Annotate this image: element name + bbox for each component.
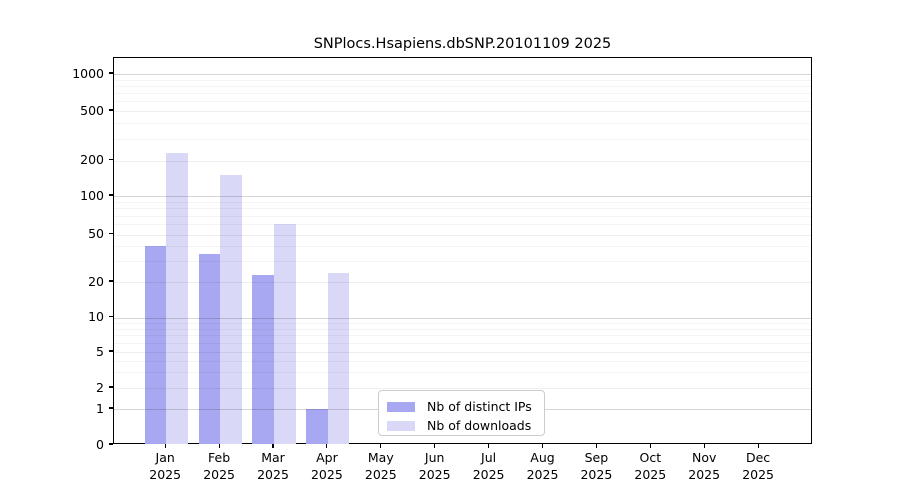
x-tick-label-jul: Jul 2025: [472, 450, 505, 482]
bar-ips-jan: [144, 246, 167, 444]
y-tick-label-10: 10: [88, 309, 104, 324]
bar-ips-feb: [198, 254, 221, 444]
x-tick-label-feb: Feb 2025: [203, 450, 235, 482]
legend-swatch-ips: [387, 401, 415, 412]
legend-label-ips: Nb of distinct IPs: [427, 399, 532, 414]
y-tick-mark: [108, 158, 113, 161]
legend-label-downloads: Nb of downloads: [427, 418, 532, 433]
y-tick-mark: [108, 443, 113, 445]
x-tick-label-may: May 2025: [364, 450, 397, 482]
bar-downloads-feb: [220, 175, 242, 444]
x-tick-label-oct: Oct 2025: [634, 450, 667, 482]
y-tick-mark: [108, 194, 113, 196]
y-tick-label-1: 1: [96, 400, 104, 416]
x-tick-mark: [326, 444, 328, 448]
bar-ips-mar: [252, 274, 274, 444]
x-tick-mark: [488, 444, 490, 448]
y-tick-mark: [108, 386, 113, 388]
x-tick-label-jun: Jun 2025: [418, 450, 451, 482]
x-tick-mark: [272, 444, 274, 448]
y-tick-label-2: 2: [96, 379, 104, 395]
x-tick-mark: [541, 444, 544, 448]
y-tick-label-5: 5: [96, 343, 104, 359]
y-tick-mark: [108, 315, 113, 318]
x-tick-label-aug: Aug 2025: [526, 450, 559, 482]
y-tick-mark: [108, 280, 113, 282]
legend-item-ips: Nb of distinct IPs: [387, 398, 535, 415]
x-tick-mark: [218, 444, 220, 448]
y-tick-mark: [108, 109, 113, 111]
bar-ips-apr: [306, 409, 328, 444]
bar-downloads-apr: [327, 272, 350, 444]
x-tick-mark: [434, 444, 436, 448]
y-tick-label-20: 20: [88, 273, 104, 289]
y-tick-mark: [108, 232, 113, 235]
legend-swatch-downloads: [387, 420, 415, 431]
x-tick-label-mar: Mar 2025: [257, 450, 289, 482]
y-tick-label-0: 0: [96, 436, 104, 452]
x-tick-mark: [649, 444, 651, 448]
y-tick-label-1000: 1000: [72, 65, 104, 81]
x-tick-mark: [380, 444, 382, 448]
y-tick-label-200: 200: [80, 152, 104, 167]
y-tick-mark: [108, 350, 113, 352]
x-tick-mark: [757, 444, 759, 448]
y-tick-label-50: 50: [88, 226, 104, 241]
legend: Nb of distinct IPs Nb of downloads: [378, 390, 545, 436]
x-tick-label-nov: Nov 2025: [688, 450, 721, 482]
x-tick-label-jan: Jan 2025: [149, 450, 182, 482]
x-tick-label-apr: Apr 2025: [310, 450, 343, 482]
legend-item-downloads: Nb of downloads: [387, 417, 535, 434]
bar-downloads-jan: [166, 152, 188, 444]
x-tick-mark: [595, 444, 597, 448]
plot-area: [113, 57, 812, 444]
bars-layer: [114, 58, 811, 444]
x-tick-label-sep: Sep 2025: [580, 450, 613, 482]
x-tick-mark: [703, 444, 705, 448]
x-tick-mark: [164, 444, 166, 448]
x-tick-label-dec: Dec 2025: [742, 450, 774, 482]
y-tick-label-100: 100: [80, 187, 104, 203]
y-tick-label-500: 500: [80, 102, 104, 118]
y-tick-mark: [108, 72, 113, 74]
y-tick-mark: [108, 407, 113, 409]
chart-title: SNPlocs.Hsapiens.dbSNP.20101109 2025: [313, 36, 612, 52]
bar-downloads-mar: [274, 224, 296, 444]
